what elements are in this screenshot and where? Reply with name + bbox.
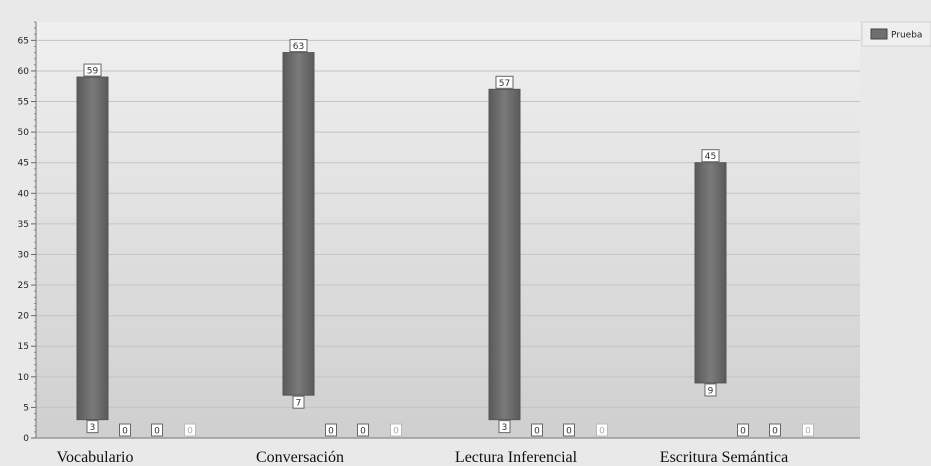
y-tick-label: 35: [18, 220, 29, 230]
data-label-low: 9: [708, 386, 714, 396]
data-label-empty: 0: [393, 427, 399, 437]
data-label-empty-box: [802, 423, 814, 437]
data-label-low: 3: [502, 423, 508, 433]
x-category-label: Conversación: [256, 449, 344, 466]
legend-label: Prueba: [891, 31, 922, 41]
data-label-empty-box: [325, 423, 337, 437]
y-tick-label: 50: [18, 128, 30, 138]
y-tick-label: 55: [18, 98, 29, 108]
data-label-high-box: [83, 63, 102, 77]
data-label-empty-box: [596, 423, 608, 437]
data-label-high: 63: [293, 42, 304, 52]
bar: [694, 162, 727, 384]
data-label-empty-box: [563, 423, 575, 437]
y-tick-label: 65: [18, 36, 29, 46]
data-label-empty: 0: [187, 427, 193, 437]
x-category-label: Lectura Inferencial: [455, 449, 578, 466]
data-label-empty-box: [737, 423, 749, 437]
data-label-empty-box: [357, 423, 369, 437]
data-label-low-box: [292, 395, 305, 409]
y-tick-label: 15: [18, 342, 29, 352]
data-label-empty: 0: [360, 427, 366, 437]
data-label-empty: 0: [122, 427, 128, 437]
data-label-empty-box: [119, 423, 131, 437]
data-label-empty: 0: [328, 427, 334, 437]
x-category-label: Vocabulario: [56, 449, 133, 466]
data-label-low-box: [498, 420, 511, 434]
bar: [488, 88, 521, 421]
data-label-low-box: [704, 383, 717, 397]
data-label-empty-box: [151, 423, 163, 437]
data-label-empty-box: [531, 423, 543, 437]
data-label-empty: 0: [599, 427, 605, 437]
data-label-empty: 0: [154, 427, 160, 437]
legend: Prueba: [861, 21, 931, 47]
y-tick-label: 45: [18, 159, 29, 169]
data-label-empty-box: [184, 423, 196, 437]
data-label-empty-box: [769, 423, 781, 437]
bar: [282, 52, 315, 396]
data-label-empty-box: [390, 423, 402, 437]
y-tick-label: 25: [18, 281, 29, 291]
data-label-empty: 0: [740, 427, 746, 437]
data-label-empty: 0: [772, 427, 778, 437]
data-label-high-box: [701, 149, 720, 163]
y-tick-label: 10: [18, 373, 30, 383]
data-label-high: 59: [87, 67, 99, 77]
x-category-label: Escritura Semántica: [660, 449, 788, 466]
data-label-empty: 0: [566, 427, 572, 437]
data-label-high: 57: [499, 79, 510, 89]
y-tick-label: 20: [18, 312, 30, 322]
data-label-high: 45: [705, 152, 716, 162]
legend-swatch: [870, 28, 888, 40]
y-tick-label: 60: [18, 67, 30, 77]
y-tick-label: 0: [23, 434, 29, 444]
plot-background: [36, 22, 860, 438]
y-tick-label: 30: [18, 250, 30, 260]
data-label-low: 3: [90, 423, 96, 433]
bar: [76, 76, 109, 421]
data-label-low: 7: [296, 399, 302, 409]
y-tick-label: 40: [18, 189, 30, 199]
data-label-empty: 0: [805, 427, 811, 437]
bars-layer: [76, 52, 727, 421]
data-label-low-box: [86, 420, 99, 434]
data-label-high-box: [289, 39, 308, 53]
data-label-high-box: [495, 75, 514, 89]
data-label-empty: 0: [534, 427, 540, 437]
grid-layer: [36, 39, 860, 408]
y-tick-label: 5: [23, 403, 29, 413]
